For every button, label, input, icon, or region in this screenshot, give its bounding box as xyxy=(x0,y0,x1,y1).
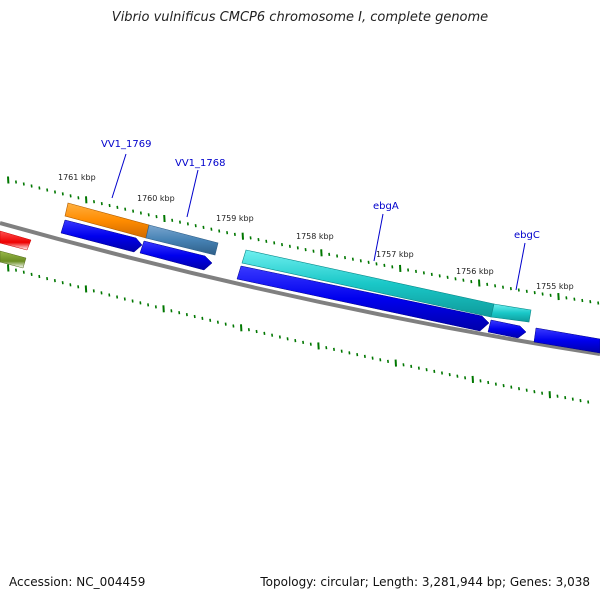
genome-backbone xyxy=(0,221,600,356)
gene-ebgc-feature[interactable] xyxy=(490,303,532,323)
gene-label-ebgc[interactable]: ebgC xyxy=(514,230,540,241)
accession-text: Accession: NC_004459 xyxy=(9,575,146,589)
gene-label-vv1-1769[interactable]: VV1_1769 xyxy=(101,139,152,150)
gene-label-line xyxy=(373,213,384,262)
topology-summary: Topology: circular; Length: 3,281,944 bp… xyxy=(260,575,590,589)
cds-arrow-2[interactable] xyxy=(139,240,213,271)
cds-arrow-1[interactable] xyxy=(60,219,143,253)
scale-label: 1760 kbp xyxy=(137,194,175,203)
gene-label-line xyxy=(186,169,199,218)
gene-vv1-1768-feature[interactable] xyxy=(145,224,219,256)
olive-feature[interactable] xyxy=(0,250,27,269)
gene-label-line xyxy=(111,153,127,199)
inner-scale-ticks xyxy=(7,264,590,404)
scale-label: 1756 kbp xyxy=(456,267,494,276)
gene-label-vv1-1768[interactable]: VV1_1768 xyxy=(175,158,226,169)
cds-arrow-3[interactable] xyxy=(236,265,490,332)
gene-label-line xyxy=(515,242,526,291)
scale-label: 1755 kbp xyxy=(536,282,574,291)
scale-label: 1757 kbp xyxy=(376,250,414,259)
scale-label: 1761 kbp xyxy=(58,173,96,182)
cds-arrow-5[interactable] xyxy=(533,327,600,354)
red-feature[interactable] xyxy=(0,230,32,251)
cds-arrow-4[interactable] xyxy=(487,319,527,339)
outer-scale-ticks xyxy=(7,176,600,305)
scale-label: 1759 kbp xyxy=(216,214,254,223)
map-title: Vibrio vulnificus CMCP6 chromosome I, co… xyxy=(111,10,489,25)
gene-label-ebga[interactable]: ebgA xyxy=(373,201,399,212)
scale-label: 1758 kbp xyxy=(296,232,334,241)
